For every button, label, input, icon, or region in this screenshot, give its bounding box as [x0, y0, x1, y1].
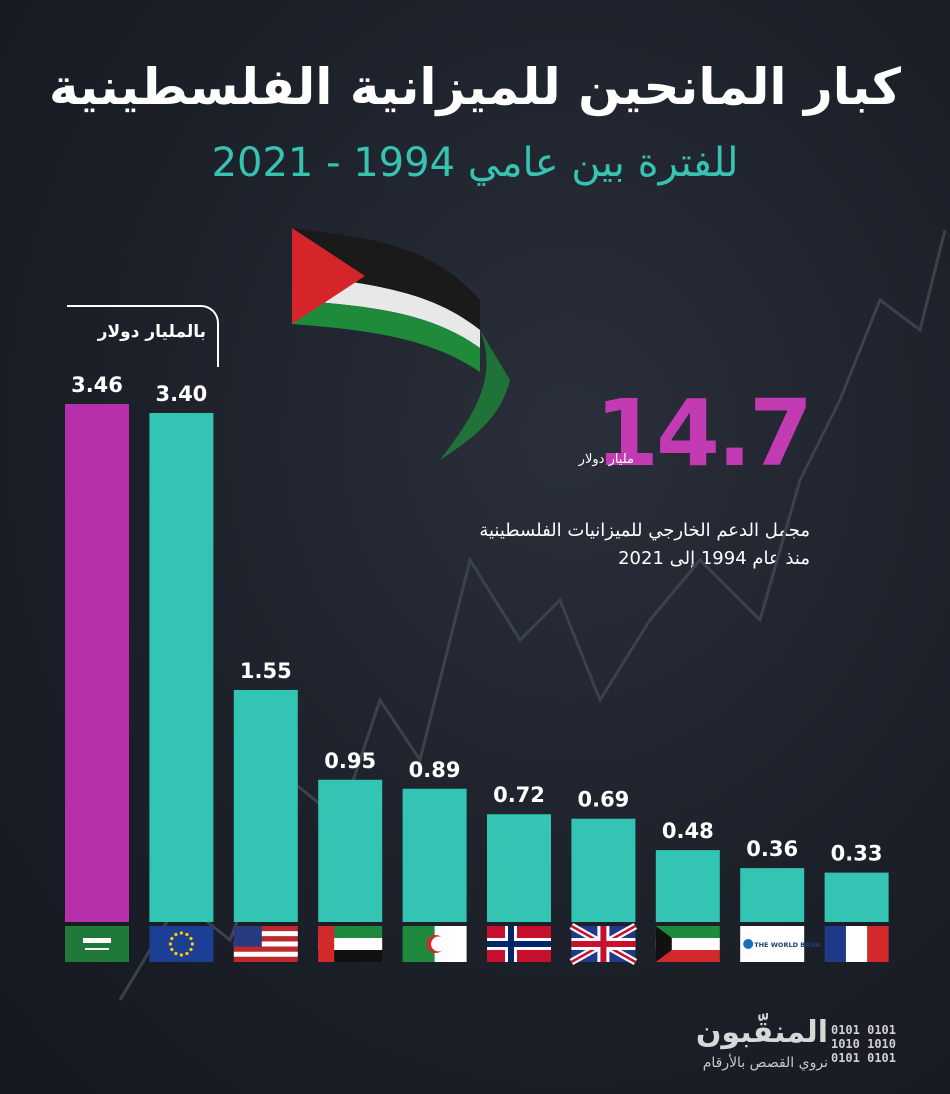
bar-value-label: 3.46	[71, 373, 123, 397]
palestine-flag-ribbon	[292, 228, 510, 460]
bar-3	[318, 779, 383, 922]
bar-value-label: 0.33	[831, 842, 883, 866]
bar-value-label: 0.69	[577, 788, 629, 812]
bar-7	[655, 850, 720, 922]
bar-value-label: 3.40	[155, 382, 207, 406]
bar-0	[65, 404, 129, 922]
binary-row: 0101 0101	[830, 1051, 896, 1065]
total-value: 14.7	[595, 380, 813, 487]
flag-united-kingdom-icon	[569, 922, 638, 966]
flag-european-union-icon	[149, 926, 214, 962]
flag-norway-icon	[487, 926, 551, 962]
flag-algeria-icon	[402, 926, 467, 962]
flag-world-bank-icon: THE WORLD BANK	[740, 926, 822, 962]
binary-row: 1010 1010	[830, 1037, 896, 1051]
total-caption-line1: مجمل الدعم الخارجي للميزانيات الفلسطينية	[479, 520, 810, 541]
chart-title: كبار المانحين للميزانية الفلسطينية	[48, 58, 901, 116]
world-bank-label: THE WORLD BANK	[754, 941, 822, 949]
flag-uae-icon	[318, 926, 383, 962]
bar-value-label: 0.36	[746, 837, 798, 861]
bar-2	[233, 689, 298, 922]
binary-row: 0101 0101	[830, 1023, 896, 1037]
bar-4	[402, 788, 467, 922]
bar-value-label: 0.72	[493, 783, 545, 807]
flag-france-icon	[824, 926, 889, 962]
bar-8	[740, 868, 805, 922]
bar-value-label: 0.95	[324, 749, 376, 773]
flag-kuwait-icon	[655, 926, 720, 962]
bar-value-label: 0.48	[662, 819, 714, 843]
unit-badge-frame	[67, 305, 219, 367]
brand-binary-icon: 0101 0101 1010 1010 0101 0101	[831, 1023, 896, 1065]
bar-value-label: 1.55	[240, 659, 292, 683]
flag-united-states-icon	[233, 926, 298, 962]
brand-logo: المنقّبون نروي القصص بالأرقام 0101 0101 …	[680, 1015, 910, 1085]
brand-name: المنقّبون	[695, 1015, 828, 1050]
bar-5	[487, 814, 551, 922]
bar-value-label: 0.89	[409, 758, 461, 782]
flags-layer: THE WORLD BANK	[65, 922, 889, 966]
chart-subtitle: للفترة بين عامي 1994 - 2021	[211, 140, 739, 186]
total-unit: مليار دولار	[578, 452, 634, 467]
bar-6	[571, 818, 636, 922]
bar-9	[824, 872, 889, 922]
flag-saudi-arabia-icon	[65, 926, 129, 962]
bars-layer: 3.46 3.40 1.55 0.95 0.89 0.72 0.69 0.48 0.36 0.33	[65, 373, 889, 922]
unit-label: بالمليار دولار	[97, 322, 206, 342]
bar-1	[149, 412, 214, 922]
brand-tagline: نروي القصص بالأرقام	[702, 1055, 828, 1071]
